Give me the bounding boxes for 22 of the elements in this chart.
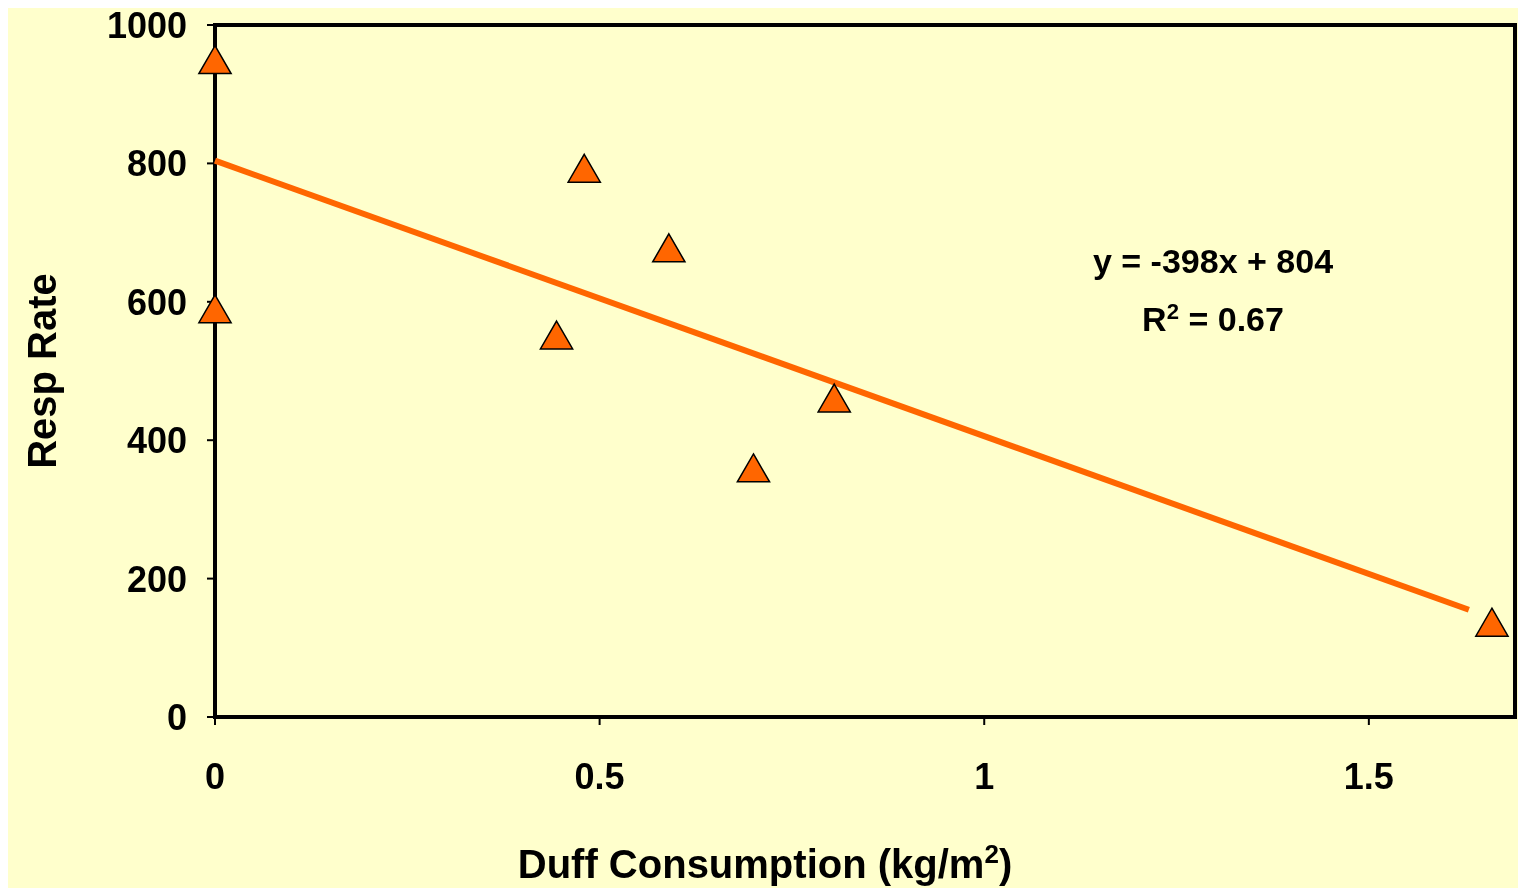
point bbox=[198, 44, 232, 75]
x-axis-title: Duff Consumption (kg/m$^{2}$) bbox=[517, 839, 1013, 886]
y-tick-label: 200 bbox=[126, 558, 187, 600]
y-axis-title: Resp Rate bbox=[20, 273, 64, 469]
x-tick-label: 0 bbox=[204, 756, 226, 797]
point bbox=[198, 294, 232, 324]
x-tick-label: 1 bbox=[974, 756, 995, 797]
annotation: R$^{2}$ = 0.67 bbox=[1142, 298, 1284, 338]
point bbox=[736, 453, 771, 483]
x-tick-label: 1.5 bbox=[1343, 756, 1394, 797]
point bbox=[1475, 607, 1509, 637]
point bbox=[817, 383, 852, 413]
annotation: y = -398x + 804 bbox=[1092, 242, 1334, 280]
point bbox=[539, 320, 574, 350]
y-tick-label: 800 bbox=[126, 143, 187, 185]
point bbox=[567, 153, 602, 183]
y-tick-label: 0 bbox=[166, 697, 187, 738]
y-tick-label: 1000 bbox=[106, 5, 187, 46]
y-tick-label: 600 bbox=[126, 281, 187, 323]
x-tick-label: 0.5 bbox=[574, 756, 625, 797]
y-tick-label: 400 bbox=[126, 420, 187, 462]
point bbox=[651, 233, 686, 263]
